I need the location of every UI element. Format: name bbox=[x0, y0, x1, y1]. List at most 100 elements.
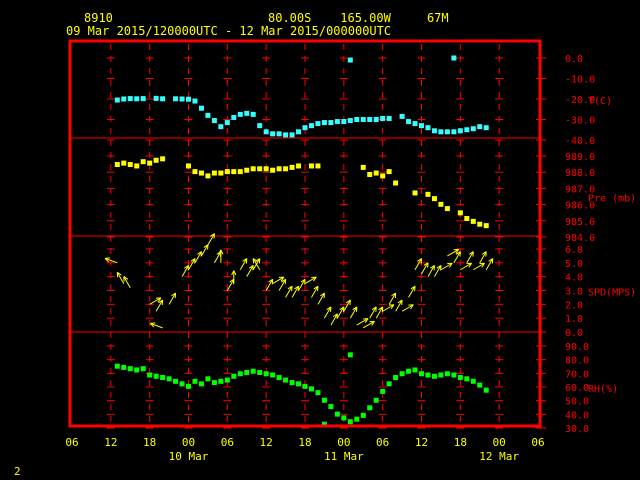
temperature-point bbox=[114, 97, 120, 103]
temperature-point bbox=[231, 114, 237, 120]
pressure-point bbox=[198, 170, 204, 176]
humidity-point bbox=[393, 375, 399, 381]
wind-arrow bbox=[285, 285, 293, 298]
temperature-point bbox=[367, 117, 373, 122]
humidity-point bbox=[186, 383, 191, 389]
humidity-point bbox=[347, 352, 353, 358]
humidity-point bbox=[477, 382, 483, 388]
humidity-point bbox=[224, 377, 230, 383]
temperature-point bbox=[302, 125, 308, 131]
pressure-point bbox=[360, 164, 366, 170]
wind-arrow-head bbox=[313, 285, 319, 290]
humidity-point bbox=[470, 378, 476, 384]
wind-arrow bbox=[466, 251, 474, 264]
humidity-point bbox=[114, 363, 120, 369]
temperature-point bbox=[160, 96, 166, 102]
temperature-point bbox=[308, 123, 314, 129]
wind-arrow-head bbox=[220, 249, 224, 255]
humidity-point bbox=[431, 373, 437, 379]
humidity-point bbox=[179, 381, 185, 387]
wind-arrow-head bbox=[468, 251, 474, 255]
y-tick-label-temperature: -40.0 bbox=[565, 136, 595, 147]
temperature-point bbox=[121, 96, 127, 102]
x-tick-label: 06 bbox=[531, 436, 544, 449]
wind-arrow-head bbox=[481, 262, 485, 268]
wind-arrow-head bbox=[190, 258, 196, 262]
wind-arrow-head bbox=[157, 297, 162, 303]
wind-arrow bbox=[317, 292, 325, 305]
temperature-point bbox=[224, 120, 230, 126]
temperature-point bbox=[153, 95, 159, 101]
wind-arrow-head bbox=[417, 258, 422, 262]
x-tick-label: 06 bbox=[221, 436, 234, 449]
humidity-point bbox=[425, 372, 431, 378]
temperature-point bbox=[347, 118, 353, 124]
chart-labels: 0.0 -10.0 -20.0 -30.0 -40.0 T(C) 989.0 988.0 987… bbox=[65, 54, 636, 463]
temperature-point bbox=[470, 126, 476, 132]
series-label-temperature: T(C) bbox=[588, 96, 612, 107]
pressure-point bbox=[393, 180, 399, 186]
temperature-point bbox=[263, 129, 269, 135]
wind-arrow-head bbox=[218, 249, 222, 255]
x-tick-label: 18 bbox=[454, 436, 467, 449]
humidity-point bbox=[315, 390, 321, 396]
pressure-point bbox=[231, 169, 237, 175]
humidity-point bbox=[173, 378, 179, 384]
wind-arrow bbox=[311, 285, 319, 298]
y-tick-label-temperature: 0.0 bbox=[565, 54, 583, 65]
temperature-point bbox=[373, 117, 379, 122]
temperature-point bbox=[477, 124, 483, 130]
wind-arrow-head bbox=[332, 313, 338, 318]
y-tick-label-humidity: 30.0 bbox=[565, 424, 589, 435]
pressure-point bbox=[160, 156, 166, 162]
humidity-point bbox=[127, 366, 133, 372]
pressure-point bbox=[211, 170, 217, 176]
x-tick-label: 12 bbox=[415, 436, 428, 449]
wind-arrow-head bbox=[378, 306, 383, 311]
wind-arrow bbox=[104, 257, 118, 264]
wind-arrow bbox=[252, 258, 261, 271]
pressure-point bbox=[244, 167, 250, 173]
wind-arrow-head bbox=[203, 244, 209, 248]
temperature-point bbox=[438, 129, 444, 135]
wind-arrow bbox=[427, 265, 435, 277]
humidity-point bbox=[483, 387, 489, 393]
series-label-humidity: RH(%) bbox=[588, 384, 618, 395]
temperature-point bbox=[283, 132, 289, 138]
wind-arrow bbox=[473, 262, 485, 271]
pressure-point bbox=[308, 163, 314, 169]
wind-arrow bbox=[272, 276, 285, 285]
y-tick-label-wind_speed: 0.0 bbox=[565, 328, 583, 339]
x-tick-label: 12 bbox=[104, 436, 117, 449]
pressure-point bbox=[140, 159, 146, 165]
x-tick-label: 00 bbox=[337, 436, 350, 449]
humidity-point bbox=[153, 373, 159, 379]
temperature-point bbox=[211, 118, 217, 124]
temperature-point bbox=[406, 119, 412, 125]
wind-arrow-head bbox=[294, 285, 299, 290]
wind-arrow bbox=[298, 278, 306, 291]
x-date-label: 10 Mar bbox=[169, 450, 209, 463]
temperature-point bbox=[360, 117, 366, 122]
wind-arrow-head bbox=[410, 285, 416, 290]
wind-arrow bbox=[421, 262, 429, 275]
pressure-point bbox=[367, 171, 373, 177]
humidity-point bbox=[302, 383, 308, 389]
temperature-point bbox=[179, 96, 185, 102]
pressure-point bbox=[114, 162, 120, 168]
x-tick-label: 18 bbox=[298, 436, 311, 449]
wind-arrow-head bbox=[123, 276, 129, 280]
wind-arrow-head bbox=[229, 278, 235, 283]
humidity-point bbox=[406, 368, 412, 374]
humidity-point bbox=[321, 397, 327, 403]
temperature-point bbox=[173, 96, 179, 102]
humidity-point bbox=[166, 376, 172, 382]
humidity-point bbox=[237, 371, 243, 377]
temperature-point bbox=[270, 131, 276, 137]
x-tick-label: 00 bbox=[182, 436, 195, 449]
pressure-point bbox=[121, 160, 127, 166]
wind-arrow-head bbox=[210, 233, 215, 237]
temperature-point bbox=[334, 119, 340, 125]
wind-arrow bbox=[226, 278, 235, 291]
